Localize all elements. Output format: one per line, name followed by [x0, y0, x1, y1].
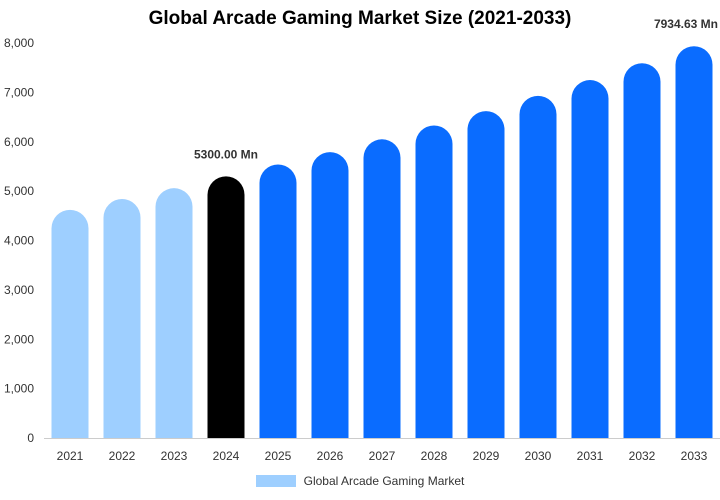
- y-tick-label: 2,000: [4, 332, 34, 346]
- bars-group: [51, 46, 713, 439]
- x-tick-label: 2025: [265, 449, 292, 463]
- bar-2032: [623, 63, 661, 438]
- y-tick-label: 5,000: [4, 184, 34, 198]
- data-label-2033: 7934.63 Mn: [654, 17, 718, 31]
- x-tick-label: 2029: [473, 449, 500, 463]
- x-tick-label: 2027: [369, 449, 396, 463]
- y-tick-label: 0: [27, 431, 34, 445]
- x-tick-label: 2032: [629, 449, 656, 463]
- bar-2026: [311, 152, 349, 438]
- legend-label: Global Arcade Gaming Market: [303, 474, 465, 488]
- bar-2028: [415, 125, 453, 439]
- y-tick-label: 3,000: [4, 283, 34, 297]
- x-tick-label: 2021: [57, 449, 84, 463]
- bar-2025: [259, 164, 297, 438]
- y-tick-label: 7,000: [4, 85, 34, 99]
- x-tick-label: 2033: [681, 449, 708, 463]
- y-tick-label: 4,000: [4, 234, 34, 248]
- x-axis: 2021 2022 2023 2024 2025 2026 2027 2028 2029 2030…: [57, 449, 708, 463]
- x-tick-label: 2028: [421, 449, 448, 463]
- x-tick-label: 2031: [577, 449, 604, 463]
- data-label-2024: 5300.00 Mn: [194, 147, 258, 161]
- bar-2022: [103, 199, 141, 438]
- annotations-group: 5300.00 Mn 7934.63 Mn: [194, 17, 718, 161]
- y-tick-label: 1,000: [4, 382, 34, 396]
- bar-2021: [51, 209, 89, 438]
- bar-2033: [675, 46, 713, 438]
- x-tick-label: 2024: [213, 449, 240, 463]
- x-tick-label: 2030: [525, 449, 552, 463]
- y-tick-label: 6,000: [4, 135, 34, 149]
- legend: Global Arcade Gaming Market: [0, 474, 720, 488]
- bar-2027: [363, 139, 401, 438]
- bar-2023: [155, 188, 193, 438]
- bar-2031: [571, 80, 609, 439]
- bar-2030: [519, 95, 557, 438]
- bar-2024: [207, 176, 245, 439]
- x-tick-label: 2023: [161, 449, 188, 463]
- x-tick-label: 2022: [109, 449, 136, 463]
- bar-2029: [467, 111, 505, 438]
- legend-swatch: [255, 475, 296, 487]
- chart-title: Global Arcade Gaming Market Size (2021-2…: [148, 8, 572, 29]
- y-axis: 0 1,000 2,000 3,000 4,000 5,000 6,000 7,000 8,00…: [4, 36, 720, 445]
- y-tick-label: 8,000: [4, 36, 34, 50]
- x-tick-label: 2026: [317, 449, 344, 463]
